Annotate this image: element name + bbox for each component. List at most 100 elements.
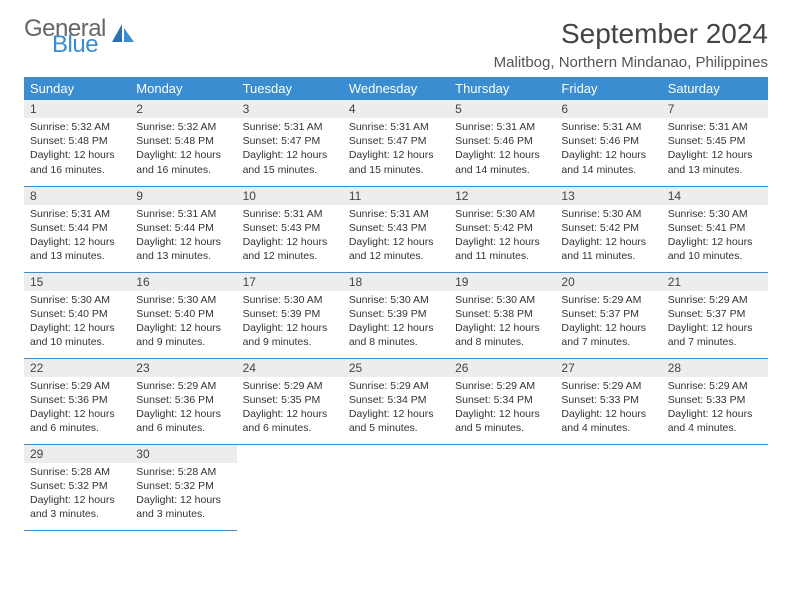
day-ss: Sunset: 5:46 PM [561, 134, 655, 148]
day-number: 9 [130, 187, 236, 205]
sail-icon [110, 22, 136, 51]
day-d1: Daylight: 12 hours [668, 407, 762, 421]
day-number: 16 [130, 273, 236, 291]
day-cell: .. [662, 444, 768, 530]
day-cell: 28 Sunrise: 5:29 AMSunset: 5:33 PMDayligh… [662, 358, 768, 444]
day-d1: Daylight: 12 hours [136, 493, 230, 507]
day-ss: Sunset: 5:39 PM [243, 307, 337, 321]
day-ss: Sunset: 5:33 PM [668, 393, 762, 407]
day-d2: and 6 minutes. [136, 421, 230, 435]
day-number: 23 [130, 359, 236, 377]
dow-wednesday: Wednesday [343, 77, 449, 100]
day-ss: Sunset: 5:36 PM [30, 393, 124, 407]
day-cell: 24Sunrise: 5:29 AMSunset: 5:35 PMDayligh… [237, 358, 343, 444]
day-body: Sunrise: 5:31 AMSunset: 5:43 PMDaylight:… [343, 205, 449, 270]
day-number: 28 [662, 359, 768, 377]
day-body: Sunrise: 5:30 AMSunset: 5:39 PMDaylight:… [237, 291, 343, 356]
day-d2: and 11 minutes. [455, 249, 549, 263]
day-body: Sunrise: 5:32 AMSunset: 5:48 PMDaylight:… [130, 118, 236, 183]
day-body: Sunrise: 5:29 AMSunset: 5:33 PMDaylight:… [555, 377, 661, 442]
day-d2: and 5 minutes. [349, 421, 443, 435]
day-body: Sunrise: 5:31 AMSunset: 5:47 PMDaylight:… [343, 118, 449, 183]
dow-sunday: Sunday [24, 77, 130, 100]
day-sr: Sunrise: 5:30 AM [455, 207, 549, 221]
day-d2: and 4 minutes. [561, 421, 655, 435]
day-body: Sunrise: 5:29 AMSunset: 5:34 PMDaylight:… [343, 377, 449, 442]
day-number: 8 [24, 187, 130, 205]
day-d2: and 13 minutes. [136, 249, 230, 263]
day-d2: and 9 minutes. [136, 335, 230, 349]
day-cell: 16Sunrise: 5:30 AMSunset: 5:40 PMDayligh… [130, 272, 236, 358]
day-body: Sunrise: 5:30 AMSunset: 5:40 PMDaylight:… [24, 291, 130, 356]
week-row: 15Sunrise: 5:30 AMSunset: 5:40 PMDayligh… [24, 272, 768, 358]
day-body: Sunrise: 5:31 AMSunset: 5:43 PMDaylight:… [237, 205, 343, 270]
day-cell: 29Sunrise: 5:28 AMSunset: 5:32 PMDayligh… [24, 444, 130, 530]
day-cell: 10Sunrise: 5:31 AMSunset: 5:43 PMDayligh… [237, 186, 343, 272]
day-d2: and 15 minutes. [349, 163, 443, 177]
day-ss: Sunset: 5:44 PM [30, 221, 124, 235]
day-d1: Daylight: 12 hours [561, 321, 655, 335]
day-sr: Sunrise: 5:30 AM [561, 207, 655, 221]
calendar-body: 1Sunrise: 5:32 AMSunset: 5:48 PMDaylight… [24, 100, 768, 530]
day-cell: .. [449, 444, 555, 530]
day-body: Sunrise: 5:31 AMSunset: 5:45 PMDaylight:… [662, 118, 768, 183]
day-ss: Sunset: 5:45 PM [668, 134, 762, 148]
dow-thursday: Thursday [449, 77, 555, 100]
day-d2: and 6 minutes. [243, 421, 337, 435]
day-ss: Sunset: 5:36 PM [136, 393, 230, 407]
day-sr: Sunrise: 5:29 AM [668, 379, 762, 393]
day-ss: Sunset: 5:43 PM [349, 221, 443, 235]
day-d2: and 12 minutes. [243, 249, 337, 263]
day-number: 14 [662, 187, 768, 205]
day-ss: Sunset: 5:42 PM [455, 221, 549, 235]
day-d1: Daylight: 12 hours [30, 321, 124, 335]
day-ss: Sunset: 5:41 PM [668, 221, 762, 235]
day-cell: 23Sunrise: 5:29 AMSunset: 5:36 PMDayligh… [130, 358, 236, 444]
day-sr: Sunrise: 5:31 AM [136, 207, 230, 221]
day-d1: Daylight: 12 hours [455, 235, 549, 249]
day-d1: Daylight: 12 hours [243, 407, 337, 421]
day-d2: and 8 minutes. [455, 335, 549, 349]
day-body: Sunrise: 5:29 AMSunset: 5:37 PMDaylight:… [555, 291, 661, 356]
day-sr: Sunrise: 5:29 AM [349, 379, 443, 393]
day-sr: Sunrise: 5:28 AM [136, 465, 230, 479]
day-sr: Sunrise: 5:31 AM [243, 207, 337, 221]
day-d1: Daylight: 12 hours [136, 407, 230, 421]
day-cell: 12Sunrise: 5:30 AMSunset: 5:42 PMDayligh… [449, 186, 555, 272]
day-cell: 26Sunrise: 5:29 AMSunset: 5:34 PMDayligh… [449, 358, 555, 444]
day-d2: and 14 minutes. [455, 163, 549, 177]
day-cell: 2Sunrise: 5:32 AMSunset: 5:48 PMDaylight… [130, 100, 236, 186]
day-ss: Sunset: 5:47 PM [349, 134, 443, 148]
day-d2: and 14 minutes. [561, 163, 655, 177]
day-d1: Daylight: 12 hours [455, 321, 549, 335]
day-d2: and 6 minutes. [30, 421, 124, 435]
week-row: 1Sunrise: 5:32 AMSunset: 5:48 PMDaylight… [24, 100, 768, 186]
day-sr: Sunrise: 5:31 AM [349, 120, 443, 134]
day-d1: Daylight: 12 hours [349, 407, 443, 421]
calendar: Sunday Monday Tuesday Wednesday Thursday… [24, 77, 768, 531]
day-d1: Daylight: 12 hours [455, 407, 549, 421]
day-sr: Sunrise: 5:31 AM [455, 120, 549, 134]
day-number: 1 [24, 100, 130, 118]
day-d1: Daylight: 12 hours [30, 493, 124, 507]
logo-line2: Blue [52, 34, 106, 56]
day-d1: Daylight: 12 hours [243, 235, 337, 249]
day-number: 18 [343, 273, 449, 291]
day-ss: Sunset: 5:38 PM [455, 307, 549, 321]
day-number: 20 [555, 273, 661, 291]
day-d2: and 15 minutes. [243, 163, 337, 177]
day-cell: 25Sunrise: 5:29 AMSunset: 5:34 PMDayligh… [343, 358, 449, 444]
day-number: 10 [237, 187, 343, 205]
day-d1: Daylight: 12 hours [136, 235, 230, 249]
day-d1: Daylight: 12 hours [455, 148, 549, 162]
day-ss: Sunset: 5:32 PM [136, 479, 230, 493]
day-d1: Daylight: 12 hours [668, 321, 762, 335]
day-d1: Daylight: 12 hours [668, 235, 762, 249]
day-number: 26 [449, 359, 555, 377]
title-block: September 2024 Malitbog, Northern Mindan… [494, 18, 768, 71]
day-cell: 14Sunrise: 5:30 AMSunset: 5:41 PMDayligh… [662, 186, 768, 272]
day-sr: Sunrise: 5:32 AM [136, 120, 230, 134]
day-sr: Sunrise: 5:29 AM [243, 379, 337, 393]
day-body: Sunrise: 5:31 AMSunset: 5:46 PMDaylight:… [555, 118, 661, 183]
day-body: Sunrise: 5:32 AMSunset: 5:48 PMDaylight:… [24, 118, 130, 183]
